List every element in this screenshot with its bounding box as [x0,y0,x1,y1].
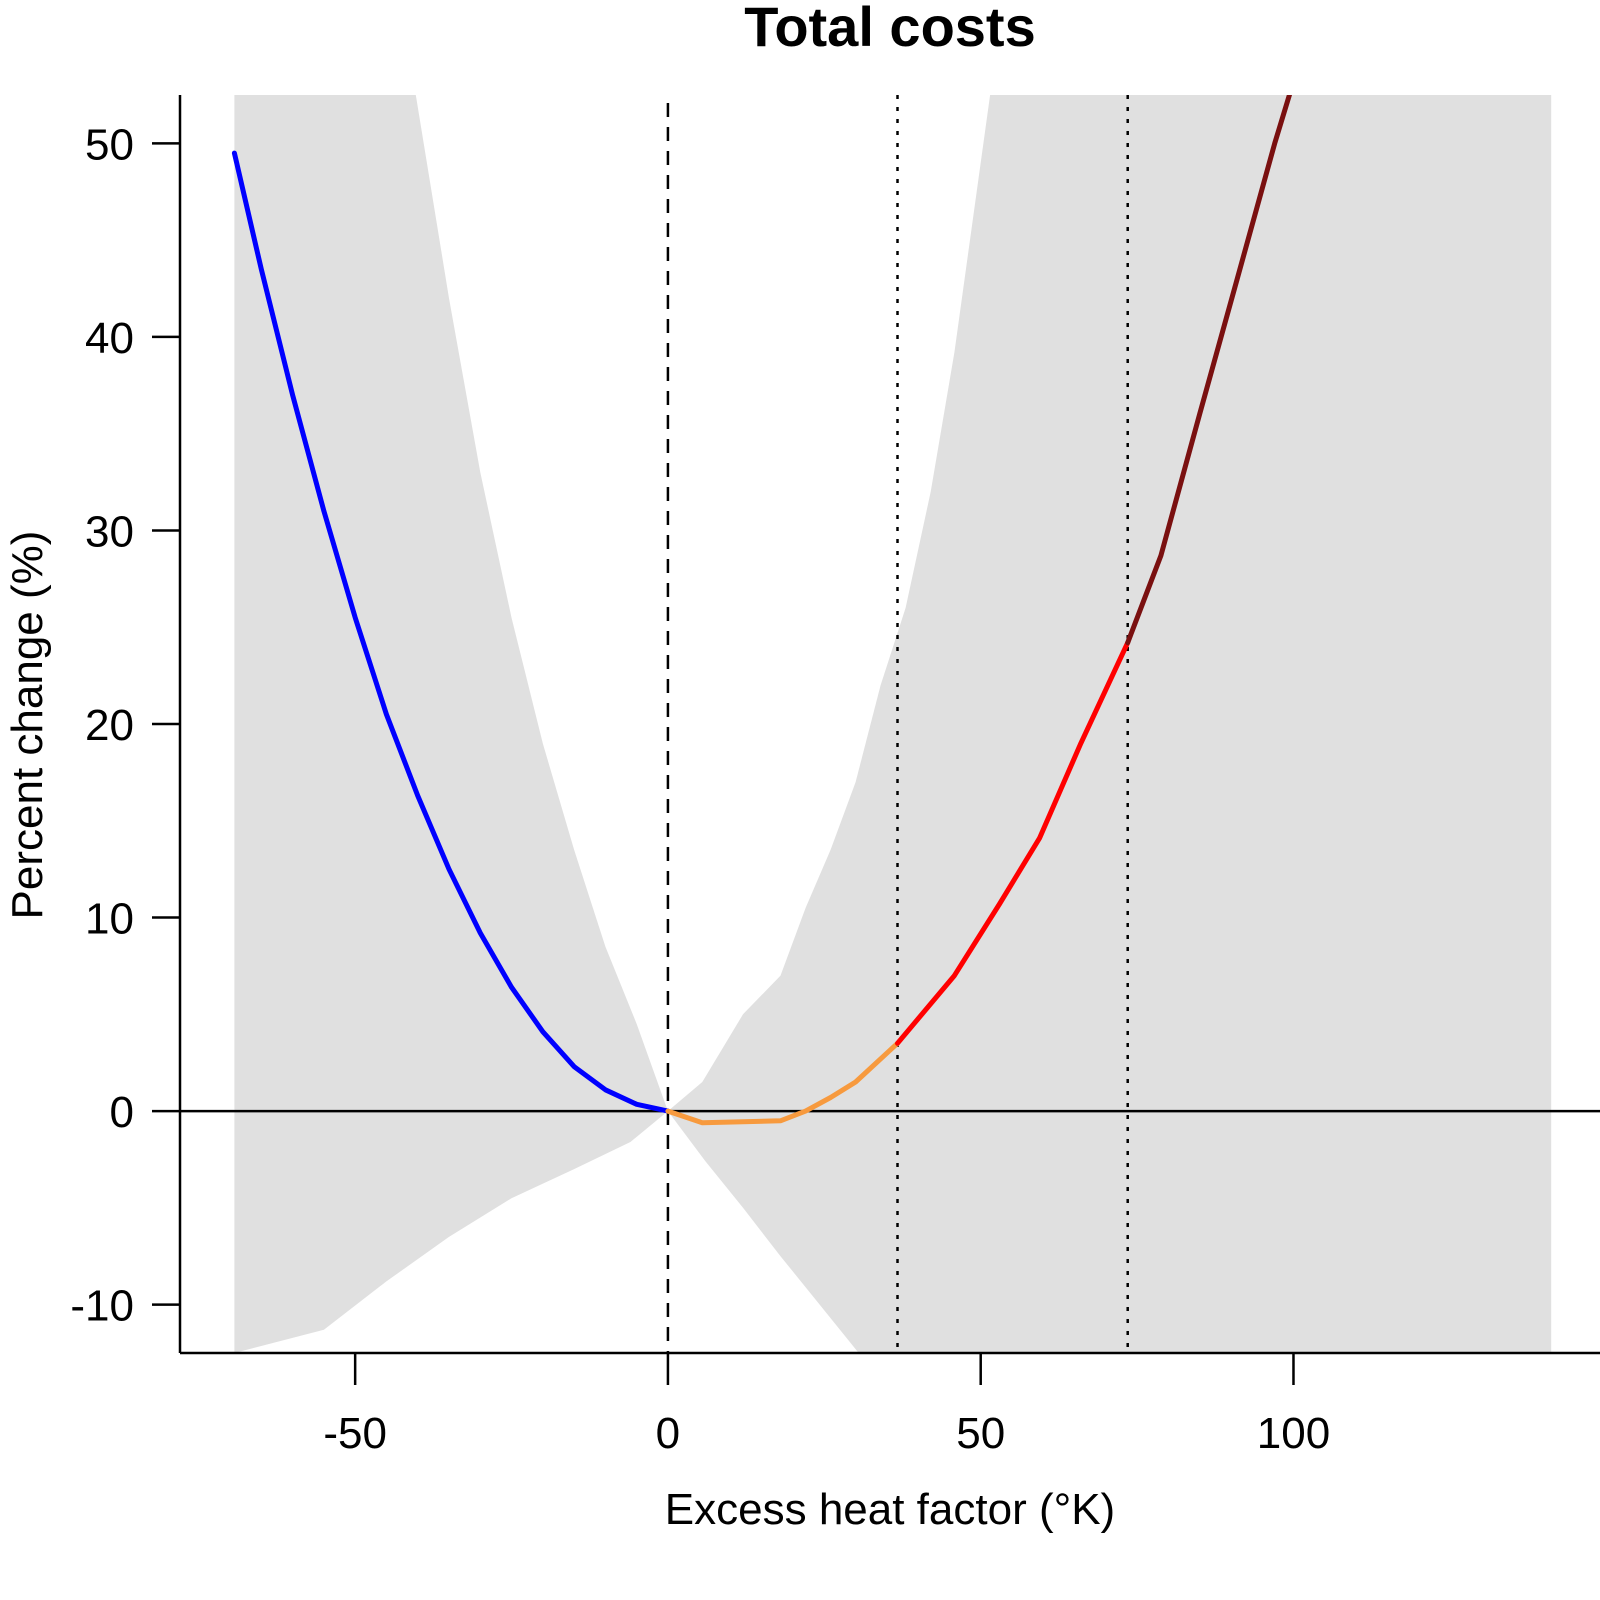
series-line-4 [1125,95,1293,646]
confidence-band [234,95,1552,1353]
series-line-1 [231,150,671,1114]
x-tick-label: 100 [1257,1409,1330,1458]
y-tick-label: 20 [85,701,134,750]
y-tick-label: 10 [85,895,134,944]
x-tick-label: 0 [656,1409,680,1458]
y-tick-label: 50 [85,120,134,169]
y-tick-label: 0 [110,1088,134,1137]
y-axis-label: Percent change (%) [3,531,52,920]
x-tick-label: -50 [323,1409,387,1458]
series-line-2 [665,1040,900,1126]
series-line-3 [895,640,1131,1046]
x-axis-label: Excess heat factor (°K) [665,1485,1115,1534]
plot-area [180,95,1600,1353]
y-tick-label: -10 [70,1282,134,1331]
y-tick-label: 30 [85,507,134,556]
y-tick-label: 40 [85,314,134,363]
x-tick-label: 50 [956,1409,1005,1458]
chart-title: Total costs [744,0,1035,58]
